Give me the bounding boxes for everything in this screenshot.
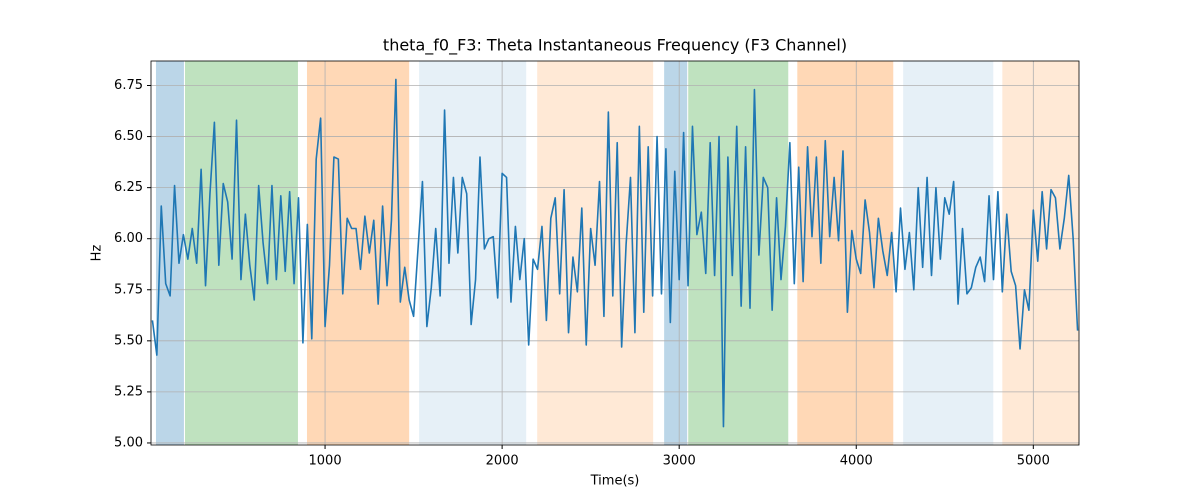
x-axis-label: Time(s) (590, 474, 640, 489)
shaded-span (664, 61, 688, 445)
y-tick-label: 6.50 (114, 129, 143, 144)
x-tick-label: 4000 (840, 454, 873, 469)
x-tick-label: 1000 (309, 454, 342, 469)
shaded-span (903, 61, 994, 445)
shaded-span (419, 61, 527, 445)
shaded-span (1002, 61, 1079, 445)
y-tick-label: 6.00 (114, 231, 143, 246)
x-tick-label: 3000 (663, 454, 696, 469)
y-axis-label: Hz (90, 245, 105, 262)
shaded-span (184, 61, 298, 445)
y-tick-label: 5.75 (114, 282, 143, 297)
shaded-span (688, 61, 789, 445)
y-tick-label: 6.25 (114, 180, 143, 195)
data-line (151, 78, 1079, 428)
y-tick-label: 5.00 (114, 435, 143, 450)
x-tick-label: 2000 (486, 454, 519, 469)
y-tick-label: 5.25 (114, 384, 143, 399)
y-tick-label: 5.50 (114, 333, 143, 348)
chart-title: theta_f0_F3: Theta Instantaneous Frequen… (383, 36, 847, 56)
plot-frame (150, 60, 1080, 446)
x-tick-label: 5000 (1017, 454, 1050, 469)
y-tick-label: 6.75 (114, 78, 143, 93)
